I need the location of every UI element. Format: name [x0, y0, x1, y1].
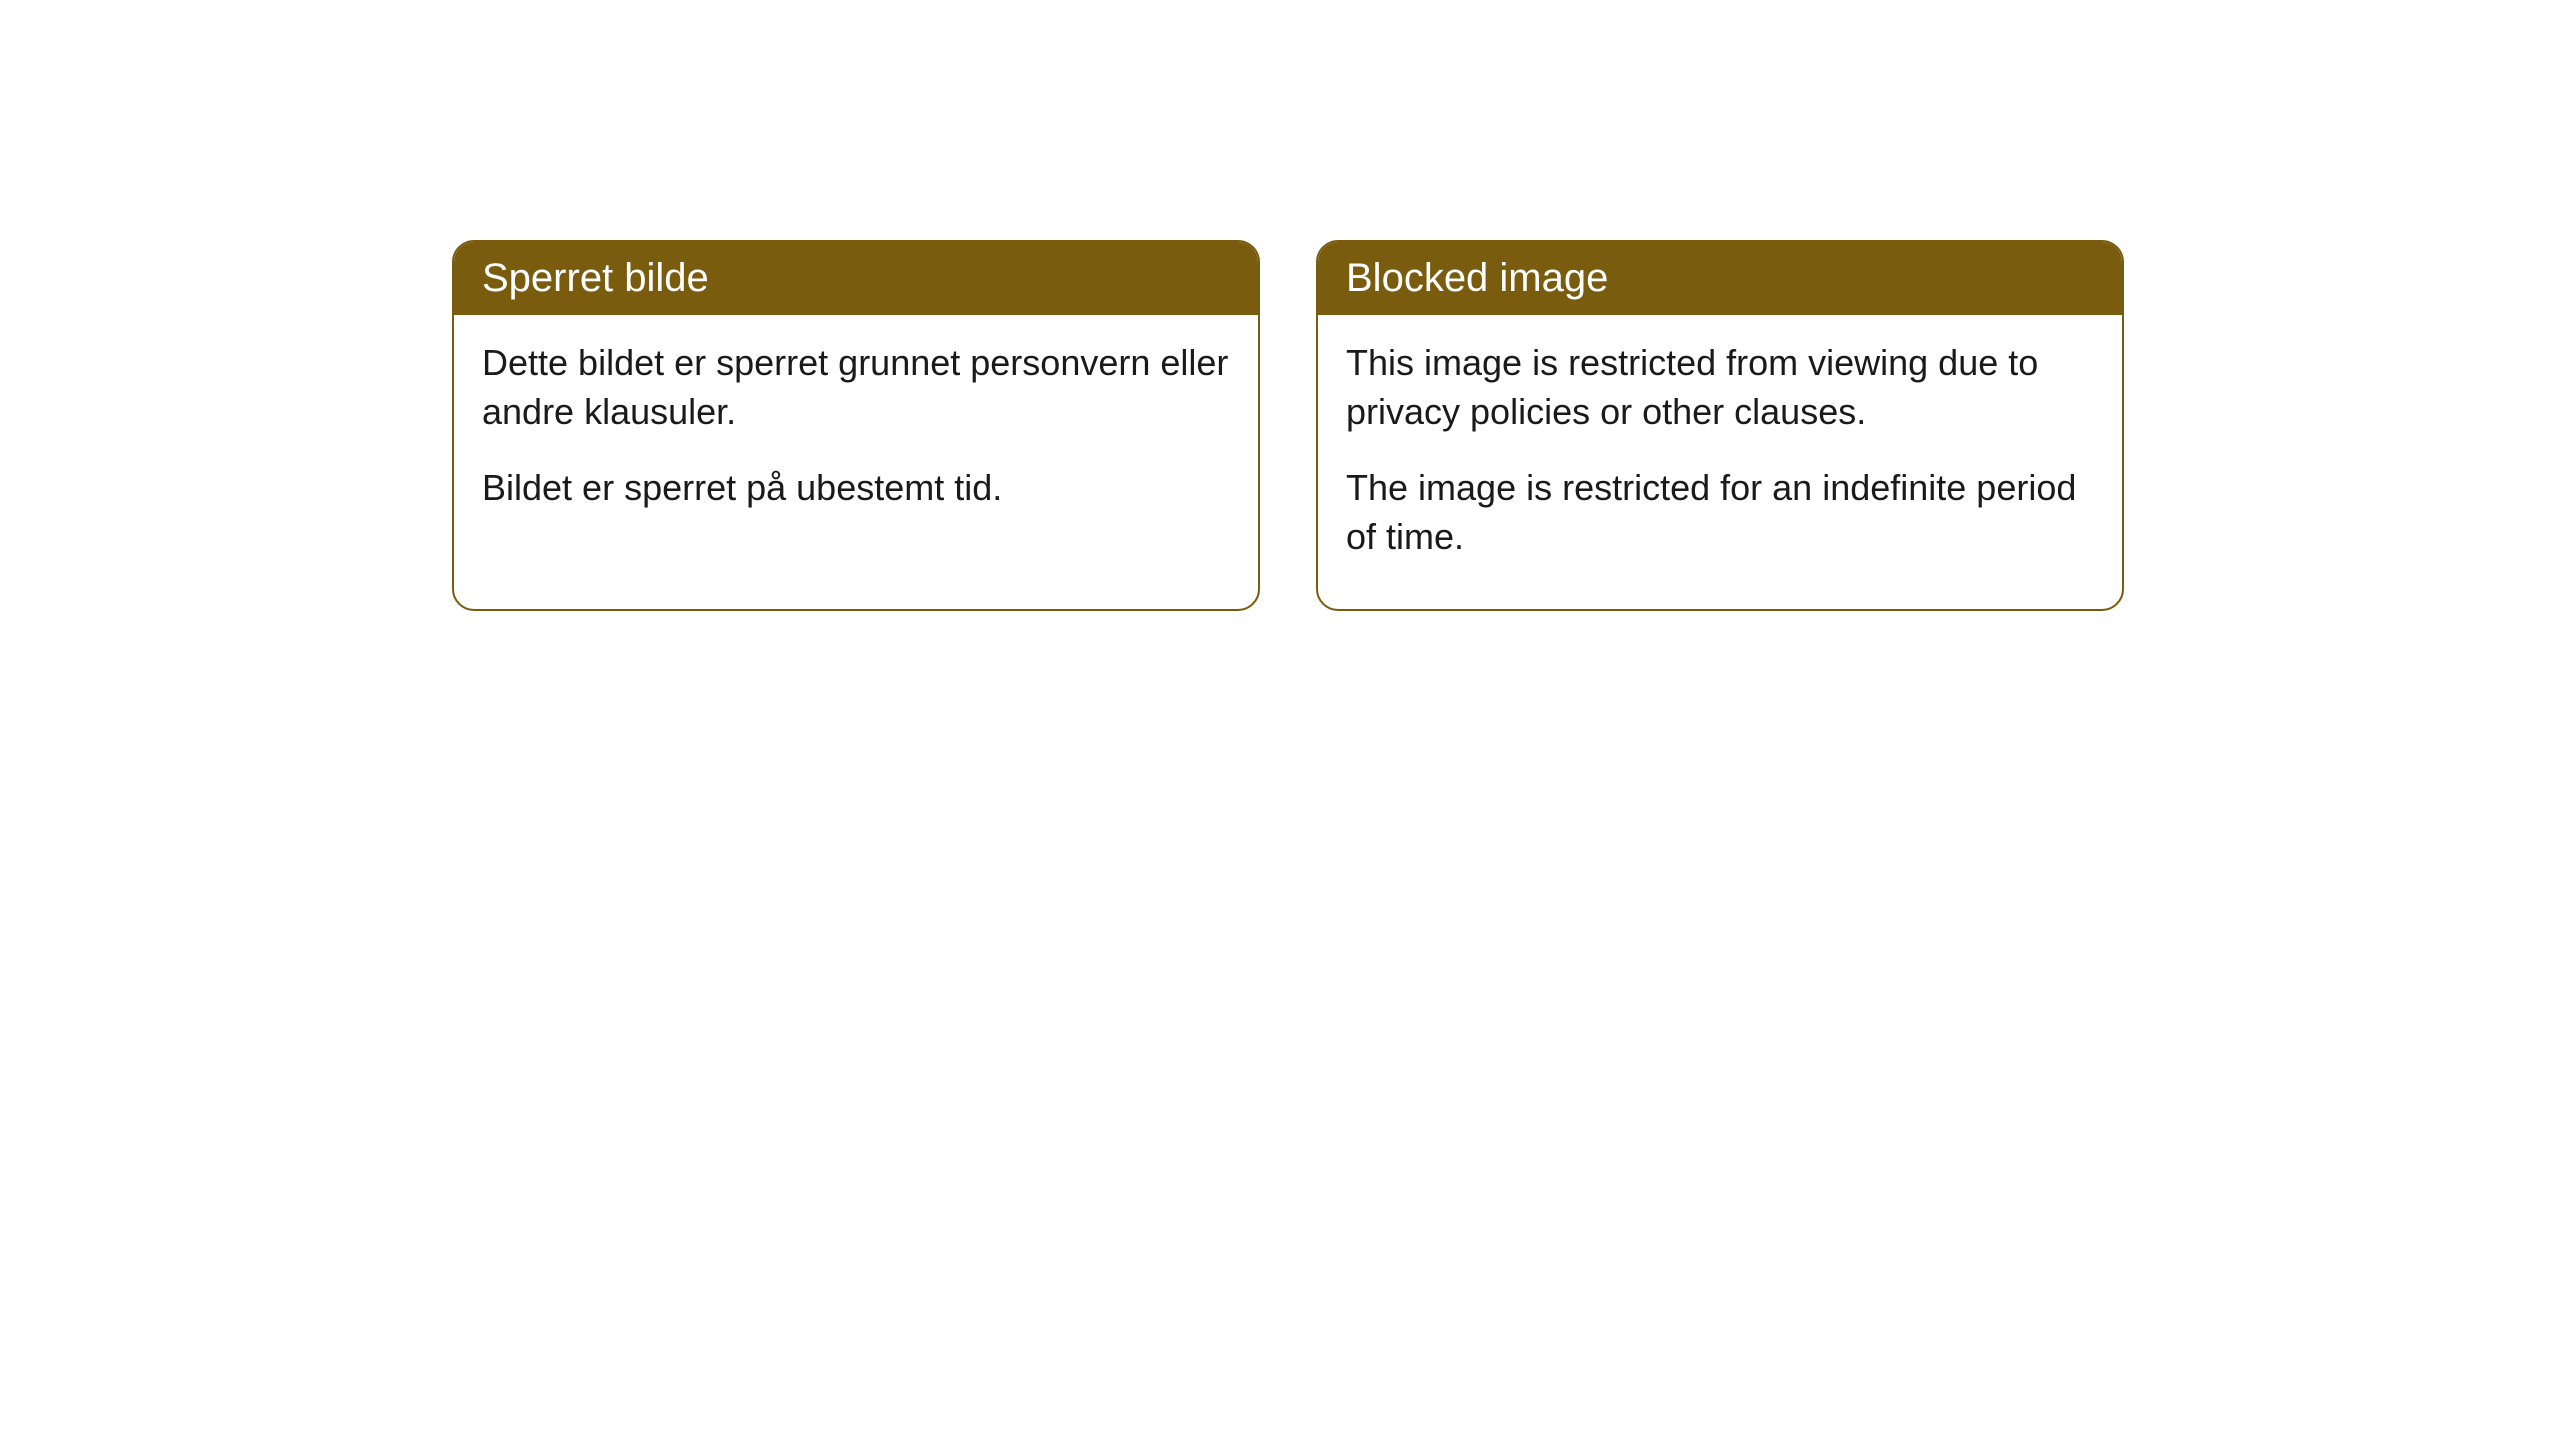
notice-card-title: Sperret bilde	[454, 242, 1258, 315]
notice-card-body: This image is restricted from viewing du…	[1318, 315, 2122, 609]
notice-text: The image is restricted for an indefinit…	[1346, 464, 2094, 561]
notice-text: Bildet er sperret på ubestemt tid.	[482, 464, 1230, 513]
notice-card-english: Blocked image This image is restricted f…	[1316, 240, 2124, 611]
notice-card-title: Blocked image	[1318, 242, 2122, 315]
notice-cards-container: Sperret bilde Dette bildet er sperret gr…	[452, 240, 2124, 611]
notice-card-norwegian: Sperret bilde Dette bildet er sperret gr…	[452, 240, 1260, 611]
notice-text: This image is restricted from viewing du…	[1346, 339, 2094, 436]
notice-text: Dette bildet er sperret grunnet personve…	[482, 339, 1230, 436]
notice-card-body: Dette bildet er sperret grunnet personve…	[454, 315, 1258, 561]
